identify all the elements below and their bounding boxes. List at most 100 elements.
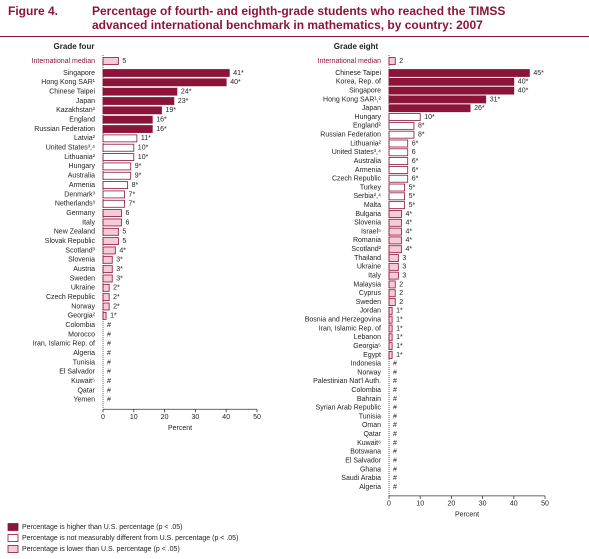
category-label: Bahrain [357, 396, 381, 403]
value-label: 1* [396, 308, 403, 315]
value-label: 6 [125, 210, 129, 217]
category-label: Botswana [350, 449, 381, 456]
category-label: Chinese Taipei [335, 70, 381, 77]
x-tick-label: 30 [479, 501, 487, 508]
bar [388, 57, 396, 65]
bar [102, 153, 135, 161]
value-label: 2 [399, 281, 403, 288]
value-label: 7* [129, 201, 136, 208]
value-label: 8* [418, 123, 425, 130]
category-label: Ukraine [71, 285, 95, 292]
legend-label: Percentage is not measurably different f… [22, 535, 238, 542]
value-label: 4* [405, 237, 412, 244]
legend-label: Percentage is higher than U.S. percentag… [22, 524, 183, 531]
figure-title: Percentage of fourth- and eighth-grade s… [92, 4, 506, 32]
value-label: # [107, 341, 111, 348]
value-label: 11* [141, 135, 151, 142]
value-label: 1* [396, 334, 403, 341]
category-label: Georgia² [68, 313, 96, 320]
category-label: Bulgaria [355, 211, 381, 218]
x-axis-label: Percent [168, 425, 192, 432]
value-label: 41* [233, 70, 244, 77]
category-label: Slovenia [68, 257, 95, 264]
bar [388, 192, 406, 201]
value-label: 6 [125, 219, 129, 226]
value-label: 6* [412, 158, 419, 165]
category-label: Austria [73, 266, 95, 273]
category-label: Malaysia [353, 281, 381, 288]
value-label: 24* [181, 89, 192, 96]
category-label: Japan [362, 105, 381, 112]
bar [102, 283, 110, 292]
category-label: Palestinian Nat'l Auth. [313, 378, 381, 385]
category-label: Serbia²,⁴ [353, 193, 381, 200]
category-label: Iran, Islamic Rep. of [33, 341, 95, 348]
bar [388, 254, 399, 262]
bar [102, 125, 153, 133]
value-label: # [107, 387, 111, 394]
value-label: # [107, 397, 111, 404]
bar [102, 115, 153, 124]
value-label: 6 [412, 149, 416, 156]
value-label: 5 [122, 229, 126, 236]
category-label: Georgia⁵ [353, 343, 381, 350]
value-label: 2 [399, 290, 403, 297]
x-tick-label: 50 [253, 414, 261, 421]
bar [102, 293, 110, 302]
value-label: 6* [412, 176, 419, 183]
category-label: Jordan [360, 308, 382, 315]
value-label: # [393, 484, 397, 491]
category-label: Sweden [356, 299, 381, 306]
value-label: 1* [396, 343, 403, 350]
bar [102, 190, 125, 199]
value-label: 1* [396, 352, 403, 359]
x-tick-label: 0 [101, 414, 105, 421]
category-label: Norway [71, 303, 95, 310]
legend-swatch [7, 534, 19, 542]
value-label: # [107, 359, 111, 366]
bar [102, 237, 119, 246]
bar [102, 311, 107, 320]
bar [388, 210, 402, 218]
category-label: Australia [354, 158, 381, 165]
category-label: England [69, 117, 95, 124]
value-label: # [393, 422, 397, 429]
category-label: Morocco [68, 331, 95, 338]
bar [102, 255, 113, 264]
value-label: # [107, 350, 111, 357]
value-label: 10* [138, 145, 149, 152]
category-label: Ukraine [357, 264, 381, 271]
bar [388, 289, 396, 298]
category-label: Hong Kong SAR¹ [41, 79, 95, 86]
category-label: Algeria [359, 484, 381, 491]
category-label: Lebanon [354, 334, 381, 341]
bar [388, 315, 393, 324]
value-label: 16* [156, 126, 167, 133]
bar [102, 218, 122, 227]
value-label: # [107, 322, 111, 329]
legend-swatch [7, 523, 19, 531]
value-label: # [393, 431, 397, 438]
value-label: 1* [396, 317, 403, 324]
category-label: Japan [76, 98, 95, 105]
bar [388, 174, 409, 183]
category-label: Lithuania² [64, 154, 95, 161]
category-label: Latvia² [74, 135, 96, 142]
value-label: # [393, 466, 397, 473]
category-label: Australia [68, 173, 95, 180]
bar [388, 113, 421, 121]
value-label: 5 [122, 238, 126, 245]
bar [388, 262, 399, 271]
category-label: Slovak Republic [45, 238, 96, 245]
bar [388, 139, 409, 148]
category-label: Czech Republic [332, 176, 382, 183]
x-axis-label: Percent [455, 512, 479, 519]
bar [102, 87, 178, 96]
category-label: Malta [364, 202, 381, 209]
value-label: 2* [113, 303, 120, 310]
value-label: 1* [396, 325, 403, 332]
bar [388, 324, 393, 333]
bar [102, 106, 162, 115]
bar [388, 271, 399, 280]
category-label: Cyprus [359, 290, 382, 297]
